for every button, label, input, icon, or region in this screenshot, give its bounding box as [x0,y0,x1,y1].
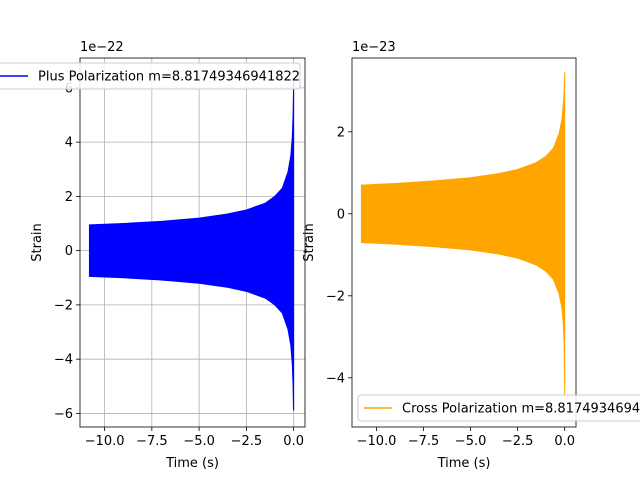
y-tick-label: 0 [337,207,345,222]
y-tick-label: 4 [65,136,73,151]
y-tick-label: −4 [54,353,73,368]
legend-box [357,394,640,422]
y-axis-label: Strain [30,223,45,262]
y-offset-text: 1e−23 [352,40,396,55]
x-tick-label: −7.5 [408,434,440,449]
x-tick-label: 0.0 [283,434,304,449]
legend-box [0,62,301,90]
legend-label: Cross Polarization m=8.81749346941822 [402,402,640,417]
y-tick-label: 2 [65,190,73,205]
x-axis-label: Time (s) [437,456,491,471]
legend: Cross Polarization m=8.81749346941822 [357,394,640,422]
x-tick-label: 0.0 [554,434,575,449]
y-tick-label: 0 [65,244,73,259]
axes-frame [351,57,577,428]
y-axis-label: Strain [302,223,317,262]
plus-polarization-chart: −10.0−7.5−5.0−2.50.0−6−4−202461e−22Time … [0,40,306,471]
x-axis-label: Time (s) [165,456,219,471]
waveform-series [88,82,295,411]
y-offset-text: 1e−22 [80,40,124,55]
waveform-series [360,72,566,395]
x-tick-label: −10.0 [85,434,125,449]
y-tick-label: −4 [326,371,345,386]
x-tick-label: −10.0 [357,434,397,449]
y-tick-label: −2 [326,289,345,304]
legend: Plus Polarization m=8.81749346941822 [0,62,301,90]
x-tick-label: −5.0 [183,434,215,449]
y-tick-label: −2 [54,298,73,313]
legend-label: Plus Polarization m=8.81749346941822 [38,70,300,85]
x-tick-label: −2.5 [502,434,534,449]
x-tick-label: −7.5 [136,434,168,449]
y-tick-label: −6 [54,407,73,422]
x-tick-label: −2.5 [231,434,263,449]
x-tick-label: −5.0 [455,434,487,449]
y-tick-label: 2 [337,125,345,140]
axes-frame [79,57,306,428]
cross-polarization-chart: −10.0 −7.5 −5.0 −2.5 0.0 −4 −2 0 2 1e−23 Time (s) S… [302,40,640,471]
